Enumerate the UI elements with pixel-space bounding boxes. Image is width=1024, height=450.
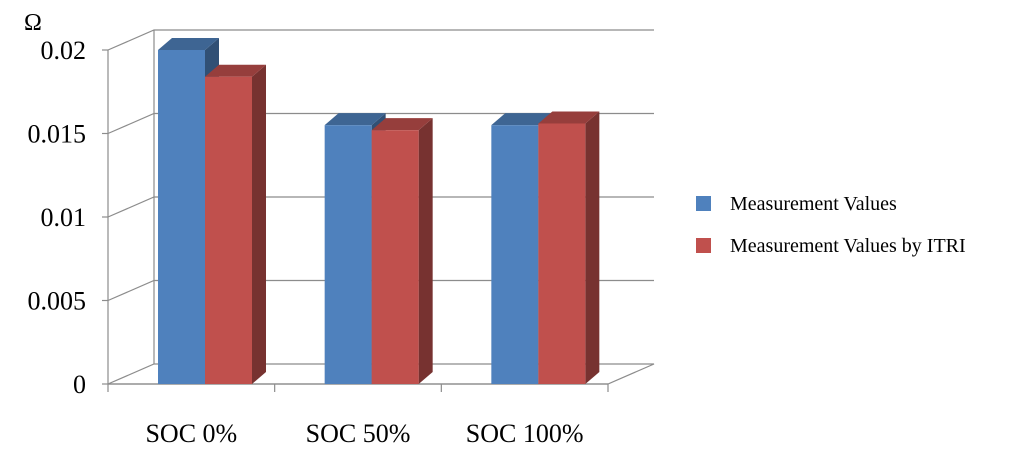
bar-front [158, 50, 205, 384]
x-category-label: SOC 50% [306, 419, 411, 448]
y-tick-label: 0.01 [41, 203, 87, 232]
bar-front [205, 76, 252, 384]
gridline [107, 29, 654, 51]
bar-front [491, 125, 539, 385]
bar [538, 111, 600, 384]
y-tick-label: 0.015 [28, 120, 87, 149]
bar-top [491, 113, 553, 126]
bar-top [205, 64, 266, 77]
gridline [107, 279, 654, 302]
bar [205, 64, 266, 384]
x-category-label: SOC 100% [466, 419, 584, 448]
chart-legend: Measurement Values Measurement Values by … [696, 193, 966, 257]
bar-side [252, 64, 266, 384]
y-unit-label: Ω [24, 10, 42, 36]
chart-grid [107, 29, 655, 385]
y-tick-label: 0.02 [41, 36, 87, 65]
legend-item: Measurement Values [696, 193, 897, 215]
gridline [107, 196, 654, 218]
y-tick-label: 0 [73, 370, 86, 399]
gridline [107, 112, 654, 135]
bar-top [371, 118, 433, 131]
legend-swatch [696, 196, 711, 211]
y-tick-label: 0.005 [28, 287, 87, 316]
bar-top [538, 111, 600, 124]
legend-label: Measurement Values by ITRI [730, 235, 966, 257]
chart-bars [158, 38, 600, 385]
bar-front [371, 130, 419, 384]
bar-front [324, 125, 372, 385]
bar-front [538, 123, 586, 384]
x-category-labels: SOC 0% SOC 50% SOC 100% [145, 419, 583, 448]
legend-item: Measurement Values by ITRI [696, 235, 966, 257]
x-category-label: SOC 0% [145, 419, 237, 448]
bar-side [585, 111, 600, 384]
y-tick-labels: 0 0.005 0.01 0.015 0.02 [28, 36, 87, 399]
bar [371, 118, 433, 384]
legend-label: Measurement Values [730, 193, 897, 215]
bar-side [418, 118, 433, 384]
bar-top [158, 38, 219, 50]
legend-swatch [696, 238, 711, 253]
bar-top [324, 113, 386, 126]
